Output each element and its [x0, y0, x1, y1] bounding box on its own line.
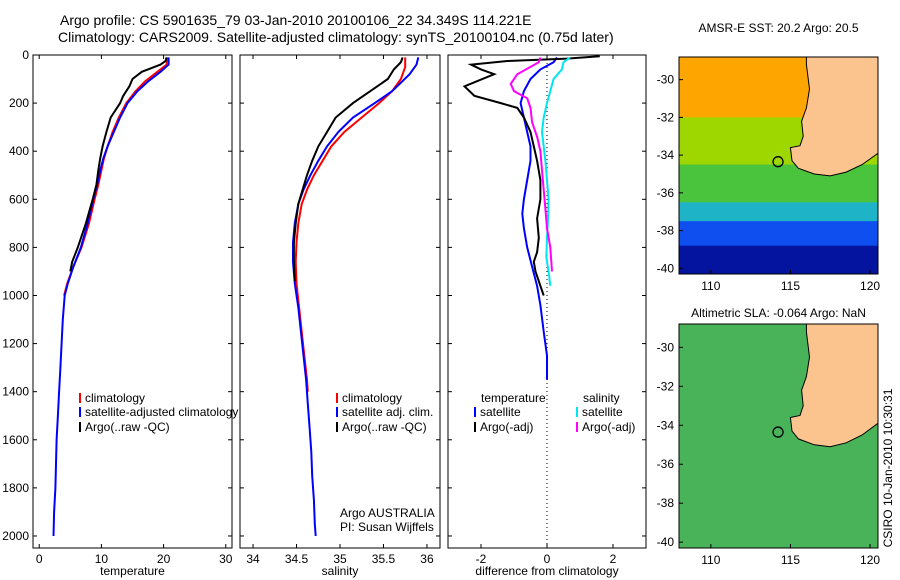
- legend-climatology-label: climatology: [342, 391, 402, 405]
- x-tick-label: 30: [219, 552, 233, 566]
- annotation-pi: PI: Susan Wijffels: [340, 520, 434, 534]
- y-tick-label: -38: [657, 496, 675, 510]
- x-tick-label: 34.5: [285, 552, 309, 566]
- legend-salinity-heading: salinity: [583, 391, 620, 405]
- legend-satellite-adj-label: satellite adj. clim.: [342, 405, 433, 419]
- sla-map-title: Altimetric SLA: -0.064 Argo: NaN: [691, 306, 866, 320]
- x-tick-label: 110: [701, 279, 720, 293]
- y-tick-label: 1000: [2, 288, 29, 302]
- y-tick-label: 200: [9, 96, 29, 110]
- y-tick-label: -34: [657, 418, 675, 432]
- y-tick-label: -38: [657, 224, 675, 238]
- temperature-panel: 0 10 20 30 temperature 0 200 400 600 800 1000 1200 1…: [2, 48, 232, 578]
- annotation-argo-australia: Argo AUSTRALIA: [340, 506, 435, 520]
- x-tick-label: 10: [95, 552, 109, 566]
- y-tick-label: 1600: [2, 433, 29, 447]
- x-tick-label: 36: [420, 552, 434, 566]
- legend-sal-argo-label: Argo(-adj): [582, 420, 635, 434]
- argo-position-marker: [772, 426, 784, 438]
- y-tick-label: -32: [657, 379, 675, 393]
- land-mass: [789, 324, 878, 448]
- difference-legend: temperaturesatelliteArgo(-adj)salinitysa…: [474, 391, 635, 434]
- series-line-argo-raw-qc-: [69, 57, 168, 272]
- sst-map-axes-box: [678, 56, 879, 275]
- series-line-argo-adj-: [509, 57, 553, 272]
- legend-temperature-heading: temperature: [481, 391, 546, 405]
- series-line-satellite: [519, 56, 558, 380]
- x-axis-label: difference from climatology: [475, 564, 618, 578]
- temperature-axes-box: [32, 54, 233, 549]
- x-tick-label: 2: [610, 552, 617, 566]
- field-band-3: [679, 202, 878, 222]
- difference-axes-box: [447, 54, 647, 549]
- x-tick-label: 120: [860, 279, 880, 293]
- y-tick-label: 1400: [2, 385, 29, 399]
- y-tick-label: 0: [22, 48, 29, 62]
- land-mass: [789, 57, 878, 177]
- y-tick-label: -34: [657, 148, 675, 162]
- legend-satellite-adjusted-label: satellite-adjusted climatology: [85, 405, 238, 419]
- sst-map-title: AMSR-E SST: 20.2 Argo: 20.5: [698, 21, 858, 35]
- x-tick-label: 0: [36, 552, 43, 566]
- x-tick-label: 34: [246, 552, 260, 566]
- legend-climatology-label: climatology: [85, 391, 145, 405]
- x-tick-label: 35: [333, 552, 347, 566]
- y-tick-label: -40: [657, 535, 675, 549]
- x-tick-label: 115: [781, 279, 800, 293]
- x-tick-label: 0: [544, 552, 551, 566]
- sst-map-panel: -30 -32 -34 -36 -38 -40 110 115 120 AMSR-E SST: 2…: [657, 21, 881, 293]
- y-tick-label: -32: [657, 110, 675, 124]
- y-tick-label: 800: [9, 240, 29, 254]
- legend-temp-argo-label: Argo(-adj): [480, 420, 533, 434]
- x-tick-label: 20: [157, 552, 171, 566]
- y-tick-label: 1200: [2, 337, 29, 351]
- y-tick-label: 2000: [2, 529, 29, 543]
- x-tick-label: 115: [781, 553, 800, 567]
- x-axis-label: temperature: [100, 564, 165, 578]
- field-band-5: [679, 245, 878, 274]
- y-tick-label: -30: [657, 340, 675, 354]
- x-tick-label: 110: [701, 553, 720, 567]
- series-line-satellite-adjusted-climatology: [52, 57, 170, 537]
- figure-title-line-1: Argo profile: CS 5901635_79 03-Jan-2010 …: [60, 12, 532, 28]
- y-tick-label: 600: [9, 192, 29, 206]
- y-tick-label: -40: [657, 261, 675, 275]
- sla-map-panel: -30 -32 -34 -36 -38 -40 110 115 120 Altimetric SL…: [657, 306, 881, 567]
- series-line-argo-raw-qc-: [292, 57, 404, 282]
- legend-sal-satellite-label: satellite: [582, 405, 623, 419]
- figure-title-line-2: Climatology: CARS2009. Satellite-adjuste…: [58, 29, 614, 45]
- x-axis-label: salinity: [322, 564, 359, 578]
- series-line-argo-adj-: [462, 55, 600, 296]
- x-tick-label: 120: [860, 553, 880, 567]
- y-tick-label: -36: [657, 186, 675, 200]
- y-tick-label: -30: [657, 73, 675, 87]
- y-tick-label: -36: [657, 457, 675, 471]
- sst-map-field: [679, 57, 878, 274]
- series-line-satellite: [540, 56, 571, 287]
- legend-temp-satellite-label: satellite: [480, 405, 521, 419]
- legend-argo-label: Argo(..raw -QC): [85, 420, 170, 434]
- sla-map-field: [679, 324, 878, 548]
- legend-argo-label: Argo(..raw -QC): [342, 420, 427, 434]
- y-tick-label: 1800: [2, 481, 29, 495]
- salinity-panel: 34 34.5 35 35.5 36 salinity: [239, 54, 441, 578]
- y-tick-label: 400: [9, 144, 29, 158]
- field-band-4: [679, 221, 878, 247]
- side-timestamp-label: CSIRO 10-Jan-2010 10:30:31: [881, 388, 895, 547]
- x-tick-label: -2: [476, 552, 487, 566]
- x-tick-label: 35.5: [372, 552, 396, 566]
- argo-position-marker: [772, 156, 784, 168]
- sla-map-axes-box: [678, 323, 879, 549]
